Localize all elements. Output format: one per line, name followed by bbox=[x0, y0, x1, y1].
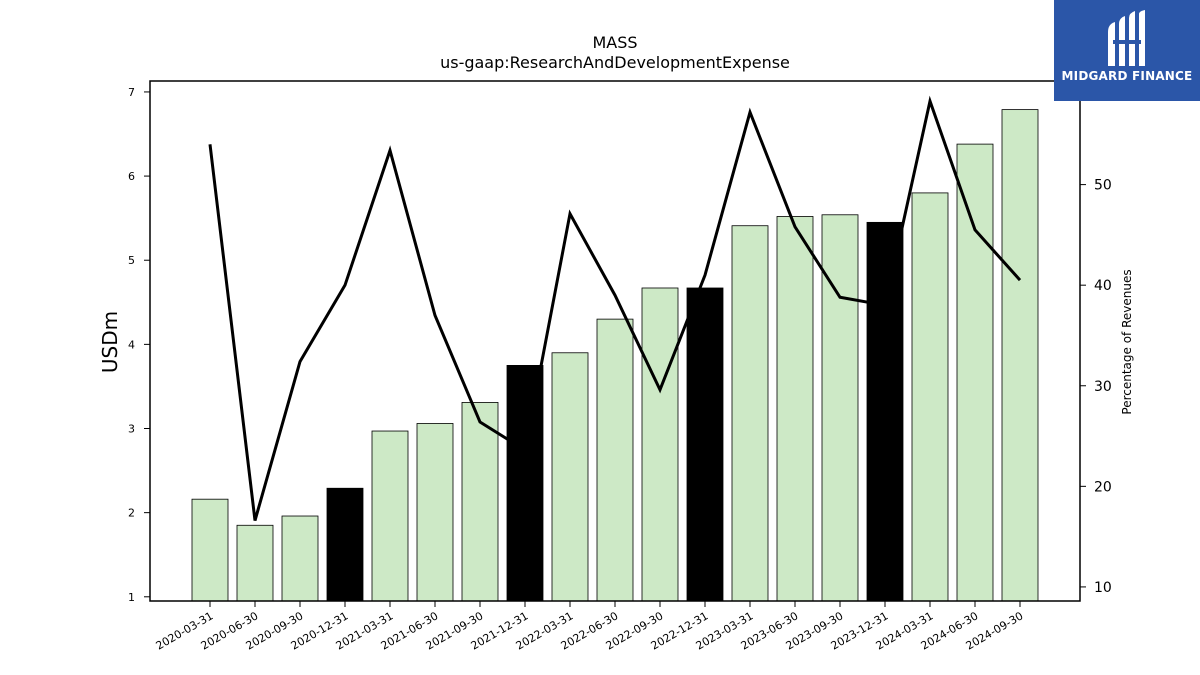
bar-2023-12-31 bbox=[866, 221, 904, 602]
y-tick-label: 2 bbox=[128, 507, 135, 520]
pct-revenue-line bbox=[208, 95, 1022, 521]
y2-axis-label: Percentage of Revenues bbox=[1120, 269, 1134, 414]
midgard-logo-icon bbox=[1108, 10, 1145, 66]
y-tick-label: 6 bbox=[128, 170, 135, 183]
chart-subtitle: us-gaap:ResearchAndDevelopmentExpense bbox=[440, 53, 790, 72]
bar-2020-06-30 bbox=[236, 524, 274, 602]
chart-title: MASS bbox=[592, 33, 637, 52]
bar-2020-03-31 bbox=[191, 498, 229, 602]
brand-name: MIDGARD FINANCE bbox=[1061, 69, 1193, 83]
bar-2022-03-31 bbox=[551, 352, 589, 602]
line-layer bbox=[208, 95, 1022, 521]
y2-tick-label: 30 bbox=[1094, 379, 1112, 395]
bar-2023-09-30 bbox=[821, 214, 859, 602]
y-tick-label: 4 bbox=[128, 338, 135, 351]
bar-2020-12-31 bbox=[326, 487, 364, 602]
y-tick-label: 5 bbox=[128, 254, 135, 267]
brand-logo: MIDGARD FINANCE bbox=[1054, 0, 1200, 101]
y-axis-label: USDm bbox=[98, 311, 122, 373]
y-tick-label: 3 bbox=[128, 423, 135, 436]
bar-2024-06-30 bbox=[956, 143, 994, 602]
bar-2023-06-30 bbox=[776, 216, 814, 602]
bar-2022-12-31 bbox=[686, 287, 724, 602]
y2-tick-label: 40 bbox=[1094, 278, 1112, 294]
bars-layer bbox=[191, 109, 1039, 602]
bar-2024-09-30 bbox=[1001, 109, 1039, 602]
bar-2023-03-31 bbox=[731, 225, 769, 602]
bar-2020-09-30 bbox=[281, 515, 319, 602]
bar-2021-09-30 bbox=[461, 402, 499, 602]
bar-2021-06-30 bbox=[416, 423, 454, 602]
bar-2021-03-31 bbox=[371, 430, 409, 602]
bar-2022-09-30 bbox=[641, 287, 679, 602]
bar-2024-03-31 bbox=[911, 192, 949, 602]
y2-tick-label: 50 bbox=[1094, 178, 1112, 194]
bar-2022-06-30 bbox=[596, 318, 634, 602]
y2-tick-label: 20 bbox=[1094, 479, 1112, 495]
y-tick-label: 1 bbox=[128, 591, 135, 604]
bar-2021-12-31 bbox=[506, 365, 544, 602]
y2-tick-label: 10 bbox=[1094, 580, 1112, 596]
y-tick-label: 7 bbox=[128, 86, 135, 99]
